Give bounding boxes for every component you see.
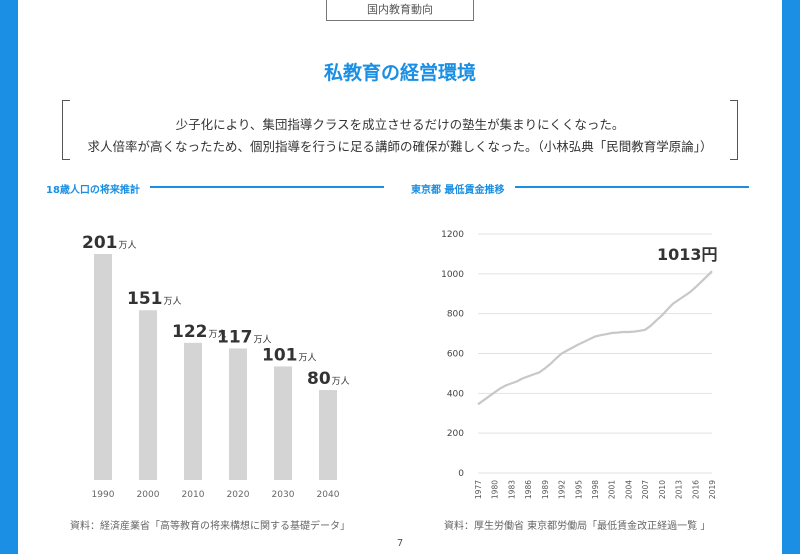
x-tick-label: 1977 — [474, 480, 483, 499]
page-title: 私教育の経営環境 — [323, 62, 476, 84]
quote-bracket-left — [62, 100, 70, 160]
bar-2040 — [319, 390, 337, 480]
x-tick-label: 1980 — [491, 480, 500, 499]
x-tick-label: 1986 — [524, 480, 533, 499]
x-tick-label: 1992 — [558, 480, 567, 499]
left-source-note: 資料：経済産業省「高等教育の将来構想に関する基礎データ」 — [70, 521, 350, 532]
bar-1990 — [94, 254, 112, 480]
y-tick-label: 0 — [458, 469, 464, 479]
x-tick-label: 2004 — [624, 480, 633, 499]
page-number: 7 — [396, 538, 404, 549]
bar-category-label: 2000 — [137, 490, 160, 500]
bar-2030 — [274, 366, 292, 480]
bar-value-label: 201万人 — [82, 233, 137, 253]
left-section-rule — [150, 186, 384, 188]
y-tick-label: 600 — [447, 350, 464, 360]
right-section-rule — [515, 186, 749, 188]
x-tick-label: 2016 — [691, 480, 700, 499]
x-tick-label: 1983 — [507, 480, 516, 499]
x-tick-label: 1995 — [574, 480, 583, 499]
left-section-heading: 18歳人口の将来推計 — [46, 185, 140, 196]
quote-line-1: 少子化により、集団指導クラスを成立させるだけの塾生が集まりにくくなった。 — [175, 117, 625, 132]
y-tick-label: 800 — [447, 310, 464, 320]
header-tab: 国内教育動向 — [326, 0, 474, 21]
bar-value-label: 122万人 — [172, 322, 227, 342]
bar-value-label: 80万人 — [307, 369, 350, 389]
y-tick-label: 1000 — [441, 270, 464, 280]
bar-2020 — [229, 348, 247, 480]
x-tick-label: 2019 — [708, 480, 717, 499]
bar-category-label: 2020 — [227, 490, 250, 500]
x-tick-label: 2007 — [641, 480, 650, 499]
left-accent-bar — [0, 0, 18, 554]
bar-category-label: 2030 — [272, 490, 295, 500]
x-tick-label: 2010 — [658, 480, 667, 499]
x-tick-label: 2013 — [675, 480, 684, 499]
right-source-note: 資料：厚生労働省 東京都労働局「最低賃金改正経過一覧 」 — [444, 521, 711, 532]
quote-line-2: 求人倍率が高くなったため、個別指導を行うに足る講師の確保が難しくなった。（小林弘… — [87, 139, 713, 154]
y-tick-label: 1200 — [441, 230, 464, 240]
bar-value-label: 101万人 — [262, 345, 317, 365]
bar-2010 — [184, 342, 202, 480]
wage-annotation: 1013円 — [657, 245, 718, 264]
x-tick-label: 1989 — [541, 480, 550, 499]
quote-box: 少子化により、集団指導クラスを成立させるだけの塾生が集まりにくくなった。 求人倍… — [62, 100, 738, 160]
bar-value-label: 151万人 — [127, 289, 182, 309]
bar-category-label: 1990 — [92, 490, 115, 500]
quote-bracket-right — [730, 100, 738, 160]
bar-value-label: 117万人 — [217, 327, 272, 347]
bar-category-label: 2040 — [317, 490, 340, 500]
bar-2000 — [139, 310, 157, 480]
x-tick-label: 1998 — [591, 480, 600, 499]
wage-series-line — [477, 270, 713, 406]
right-accent-bar — [782, 0, 800, 554]
y-tick-label: 200 — [447, 429, 464, 439]
x-tick-label: 2001 — [608, 480, 617, 499]
y-tick-label: 400 — [447, 389, 464, 399]
right-section-heading: 東京都 最低賃金推移 — [411, 185, 505, 196]
bar-category-label: 2010 — [182, 490, 205, 500]
